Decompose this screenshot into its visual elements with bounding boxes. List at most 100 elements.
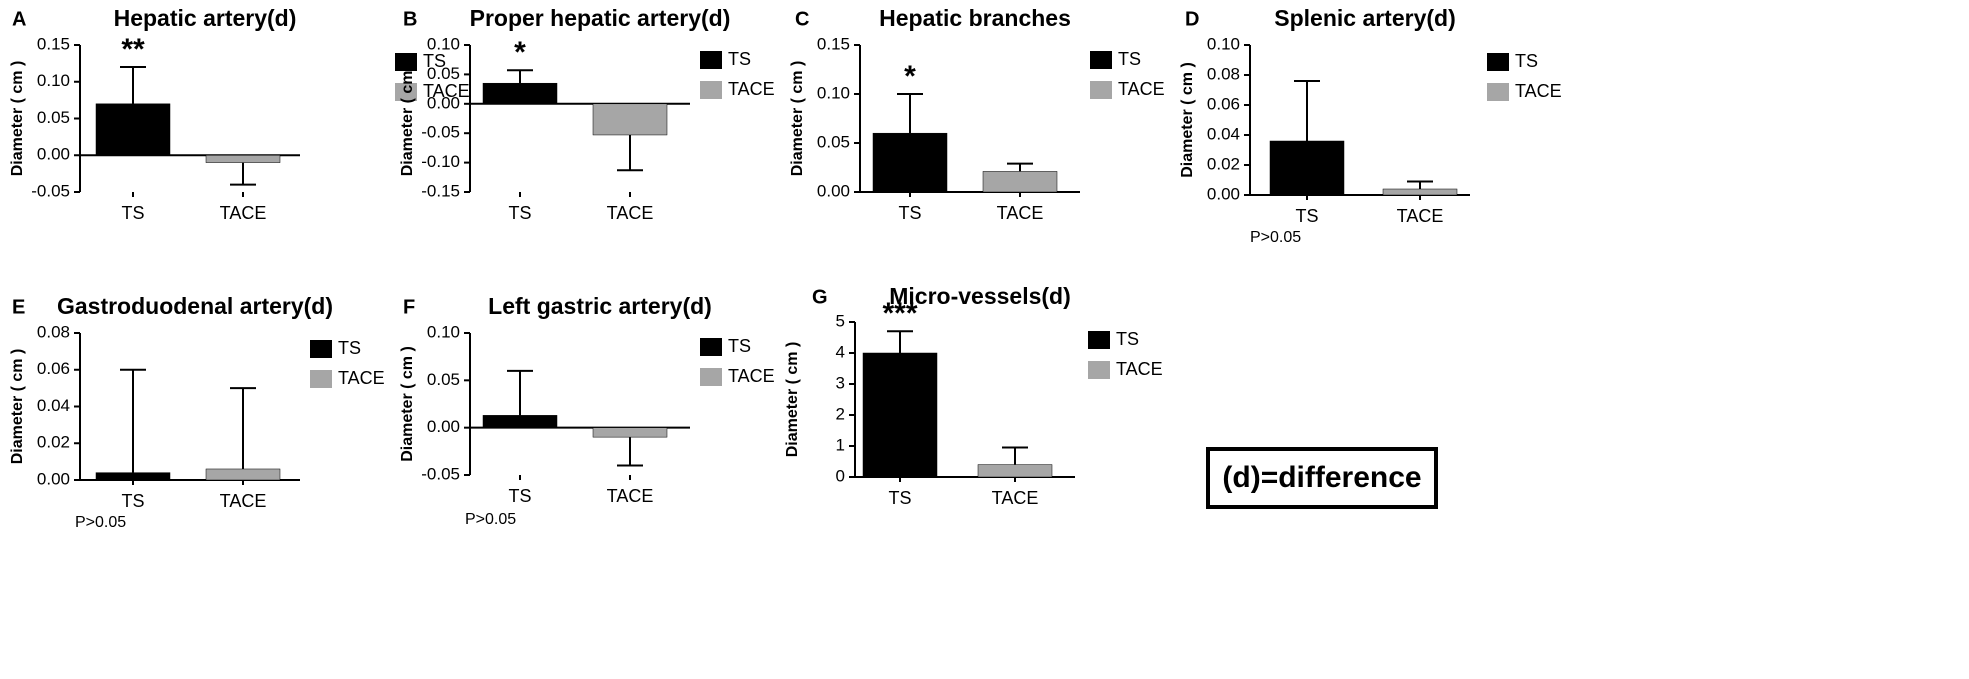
panel-letter: D (1185, 8, 1199, 30)
y-tick-label: 2 (836, 404, 845, 423)
legend-swatch (1090, 81, 1112, 99)
chart-title: Hepatic branches (879, 5, 1071, 31)
y-tick-label: 0.10 (427, 34, 460, 53)
legend-label: TS (728, 336, 751, 356)
legend-label: TS (423, 51, 446, 71)
bar (95, 472, 171, 481)
x-tick-label: TACE (220, 491, 267, 511)
y-tick-label: 0.00 (817, 181, 850, 200)
p-value: P>0.05 (465, 511, 516, 528)
legend-label: TACE (1116, 359, 1163, 379)
y-tick-label: 5 (836, 311, 845, 330)
y-tick-label: 0.15 (817, 34, 850, 53)
legend-swatch (700, 51, 722, 69)
y-tick-label: -0.05 (31, 181, 70, 200)
legend-swatch (1487, 53, 1509, 71)
legend-label: TS (1116, 329, 1139, 349)
legend-label: TACE (1118, 79, 1165, 99)
y-tick-label: 0.10 (817, 83, 850, 102)
y-tick-label: 3 (836, 373, 845, 392)
significance: ** (121, 33, 145, 66)
legend-swatch (310, 340, 332, 358)
y-tick-label: 0.00 (37, 145, 70, 164)
y-tick-label: 0.05 (37, 108, 70, 127)
y-axis-label: Diameter ( cm ) (9, 349, 26, 465)
legend-swatch (310, 370, 332, 388)
y-tick-label: -0.05 (421, 464, 460, 483)
y-axis-label: Diameter ( cm ) (1179, 62, 1196, 178)
y-axis-label: Diameter ( cm ) (9, 61, 26, 177)
legend-label: TACE (728, 366, 775, 386)
y-tick-label: 1 (836, 435, 845, 454)
y-tick-label: 0.05 (817, 132, 850, 151)
chart-title: Left gastric artery(d) (488, 293, 712, 319)
legend-swatch (1090, 51, 1112, 69)
chart-title: Proper hepatic artery(d) (470, 5, 731, 31)
y-axis-label: Diameter ( cm ) (399, 61, 416, 177)
legend-label: TS (338, 338, 361, 358)
x-tick-label: TACE (997, 203, 1044, 223)
bar (205, 468, 281, 481)
x-tick-label: TACE (992, 488, 1039, 508)
x-tick-label: TS (508, 203, 531, 223)
bar (592, 427, 668, 438)
footnote-box (1206, 447, 1438, 509)
panel-letter: F (403, 296, 415, 318)
p-value: P>0.05 (75, 514, 126, 531)
bar (862, 352, 938, 478)
y-tick-label: 0.06 (37, 359, 70, 378)
x-tick-label: TS (508, 486, 531, 506)
y-tick-label: 0.08 (1207, 64, 1240, 83)
y-tick-label: 0.10 (37, 71, 70, 90)
y-tick-label: 0.04 (1207, 124, 1240, 143)
legend-swatch (395, 83, 417, 101)
y-tick-label: -0.10 (421, 152, 460, 171)
legend-label: TACE (1515, 81, 1562, 101)
bar (592, 103, 668, 136)
panel-letter: C (795, 8, 809, 30)
significance: * (514, 36, 526, 69)
bar (1382, 188, 1458, 196)
y-tick-label: 0.08 (37, 322, 70, 341)
panel-letter: A (12, 8, 26, 30)
y-tick-label: 0.02 (37, 433, 70, 452)
legend-swatch (1088, 331, 1110, 349)
bar (872, 132, 948, 193)
bar (482, 82, 558, 105)
legend-swatch (700, 81, 722, 99)
y-tick-label: 0.10 (427, 322, 460, 341)
x-tick-label: TS (1295, 206, 1318, 226)
y-axis-label: Diameter ( cm ) (399, 346, 416, 462)
x-tick-label: TACE (607, 203, 654, 223)
y-tick-label: 0.05 (427, 64, 460, 83)
legend-swatch (700, 368, 722, 386)
bar (482, 415, 558, 428)
y-tick-label: 4 (836, 342, 845, 361)
x-tick-label: TACE (1397, 206, 1444, 226)
legend-swatch (700, 338, 722, 356)
legend-swatch (1487, 83, 1509, 101)
significance: * (904, 60, 916, 93)
chart-title: Micro-vessels(d) (889, 283, 1071, 309)
legend-label: TACE (423, 81, 470, 101)
x-tick-label: TS (898, 203, 921, 223)
y-tick-label: 0 (836, 466, 845, 485)
legend-label: TS (728, 49, 751, 69)
bar (205, 155, 281, 163)
legend-label: TACE (728, 79, 775, 99)
panel-letter: E (12, 296, 25, 318)
legend-label: TACE (338, 368, 385, 388)
bar (982, 171, 1058, 193)
legend-swatch (1088, 361, 1110, 379)
y-tick-label: 0.06 (1207, 94, 1240, 113)
y-tick-label: 0.00 (1207, 184, 1240, 203)
y-tick-label: 0.10 (1207, 34, 1240, 53)
x-tick-label: TACE (607, 486, 654, 506)
bar (1269, 140, 1345, 196)
legend-label: TS (1118, 49, 1141, 69)
footnote: (d)=difference (1222, 461, 1421, 494)
x-tick-label: TS (888, 488, 911, 508)
y-tick-label: -0.15 (421, 181, 460, 200)
y-axis-label: Diameter ( cm ) (784, 342, 801, 458)
